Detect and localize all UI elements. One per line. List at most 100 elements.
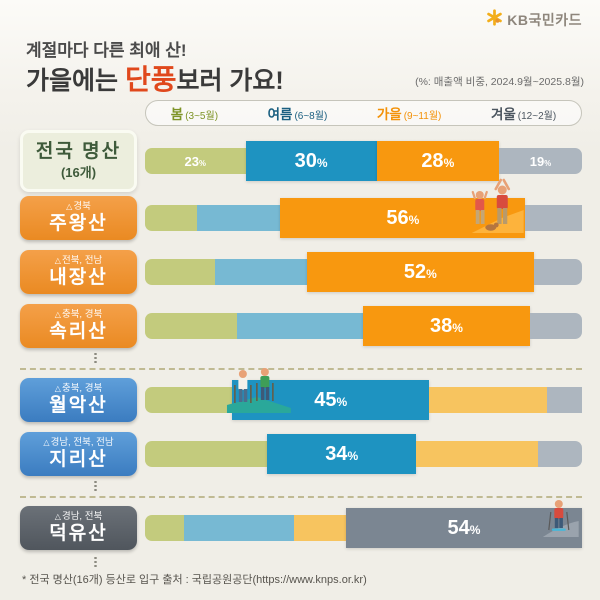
stacked-bar-woraksan: 45% [145,368,582,420]
data-note: (%: 매출액 비중, 2024.9월~2025.8월) [415,76,584,88]
legend-item-spring: 봄 (3~5월) [171,103,218,123]
segment-autumn: 38% [363,306,530,346]
segment-spring [145,313,237,339]
mountain-name: 덕유산 [49,522,108,544]
brand-name: KB국민카드 [507,12,582,28]
mountain-region: △전북, 전남 [54,255,103,267]
segment-winter: 19% [498,148,582,174]
segment-value: 19% [529,153,552,169]
stacked-bar-juwangsan: 56% [145,178,582,238]
section-divider [20,353,582,373]
segment-summer: 45% [232,380,430,420]
segment-value: 45% [314,388,348,411]
mountain-region: △충북, 경북 [54,383,103,395]
segment-autumn [415,441,539,467]
ellipsis-dots [94,353,582,363]
legend: 봄 (3~5월) 여름 (6~8월) 가을 (9~11월) 겨울 (12~2월) [145,100,582,126]
legend-item-winter: 겨울 (12~2월) [491,103,556,123]
mountain-label-songnisan: △충북, 경북 속리산 [20,304,137,348]
ellipsis-dots [94,555,582,567]
mountain-name: 속리산 [49,320,108,342]
mountain-name: 월악산 [49,394,108,416]
dashed-separator [20,496,582,498]
mountain-row-juwangsan: △경북 주왕산 56% [20,178,582,245]
segment-autumn: 28% [376,141,499,181]
segment-value: 52% [403,260,437,283]
mountain-name: 주왕산 [49,212,108,234]
segment-value: 28% [421,149,455,172]
legend-season-range: (9~11월) [403,111,442,122]
segment-value: 34% [325,442,359,465]
mountain-label-deogyusan: △경남, 전북 덕유산 [20,506,137,550]
stacked-bar-jirisan: 34% [145,434,582,474]
segment-summer: 34% [267,434,416,474]
segment-autumn [293,515,347,541]
mountain-region: △경남, 전북, 전남 [43,437,114,449]
mountain-icon: △ [54,512,61,522]
mountain-label-jirisan: △경남, 전북, 전남 지리산 [20,432,137,476]
mountain-region: △충북, 경북 [54,309,103,321]
legend-season-label: 겨울 [490,107,516,122]
segment-value: 56% [386,206,420,229]
title-prefix: 가을에는 [26,67,125,95]
legend-item-summer: 여름 (6~8월) [268,103,328,123]
segment-value: 54% [447,516,481,539]
segment-winter [525,205,582,231]
mountain-icon: △ [43,438,50,448]
segment-value: 38% [430,314,463,337]
mountain-icon: △ [54,310,61,320]
legend-season-range: (12~2월) [517,111,557,122]
mountain-label-juwangsan: △경북 주왕산 [20,196,137,240]
segment-winter [533,259,582,285]
mountain-icon: △ [54,384,61,394]
mountain-row-deogyusan: △경남, 전북 덕유산 54% [20,500,582,555]
segment-winter [547,387,582,413]
legend-season-range: (3~5월) [185,111,219,122]
legend-spacer [20,100,145,126]
legend-row: 봄 (3~5월) 여름 (6~8월) 가을 (9~11월) 겨울 (12~2월) [0,100,600,126]
mountain-name: 전국 명산 [35,140,122,162]
mountain-region: △경북 [66,201,91,213]
segment-value: 30% [294,149,328,172]
mountain-label-naejangsan: △전북, 전남 내장산 [20,250,137,294]
segment-summer: 30% [245,141,377,181]
segment-spring: 23% [145,148,246,174]
page-title: 가을에는 단풍보러 가요! [26,64,582,96]
mountain-icon: △ [54,256,61,266]
legend-season-label: 가을 [376,107,402,122]
segment-spring [145,441,268,467]
segment-autumn [429,387,548,413]
mountain-name: 지리산 [49,448,108,470]
header: 계절마다 다른 최애 산! 가을에는 단풍보러 가요! (%: 매출액 비중, … [0,29,600,95]
mountain-row-naejangsan: △전북, 전남 내장산 52% [20,245,582,299]
mountain-name: 내장산 [49,266,108,288]
segment-summer [236,313,364,339]
segment-value: 23% [184,153,206,169]
segment-autumn: 56% [280,198,526,238]
segment-spring [145,515,185,541]
mountain-row-jirisan: △경남, 전북, 전남 지리산 34% [20,427,582,481]
segment-winter: 54% [346,508,582,548]
segment-spring [145,205,198,231]
dashed-separator [20,368,582,370]
title-suffix: 보러 가요! [176,67,284,95]
segment-winter [529,313,582,339]
mountain-row-songnisan: △충북, 경북 속리산 38% [20,299,582,353]
segment-winter [538,441,582,467]
mountain-icon: △ [66,202,73,212]
mountain-label-national: 전국 명산 (16개) [20,129,137,193]
segment-spring [145,387,233,413]
mountain-label-woraksan: △충북, 경북 월악산 [20,378,137,422]
top-bar: KB국민카드 [0,0,600,29]
segment-spring [145,259,215,285]
stacked-bar-naejangsan: 52% [145,252,582,292]
title-highlight: 단풍 [124,64,177,95]
header-subtitle: 계절마다 다른 최애 산! [26,41,187,60]
mountain-row-woraksan: △충북, 경북 월악산 45% [20,368,582,427]
stacked-bar-songnisan: 38% [145,306,582,346]
segment-summer [184,515,294,541]
stacked-bar-deogyusan: 54% [145,500,582,548]
mountain-count: (16개) [60,165,97,181]
stacked-bar-national: 23% 30% 28% 19% [145,141,582,181]
